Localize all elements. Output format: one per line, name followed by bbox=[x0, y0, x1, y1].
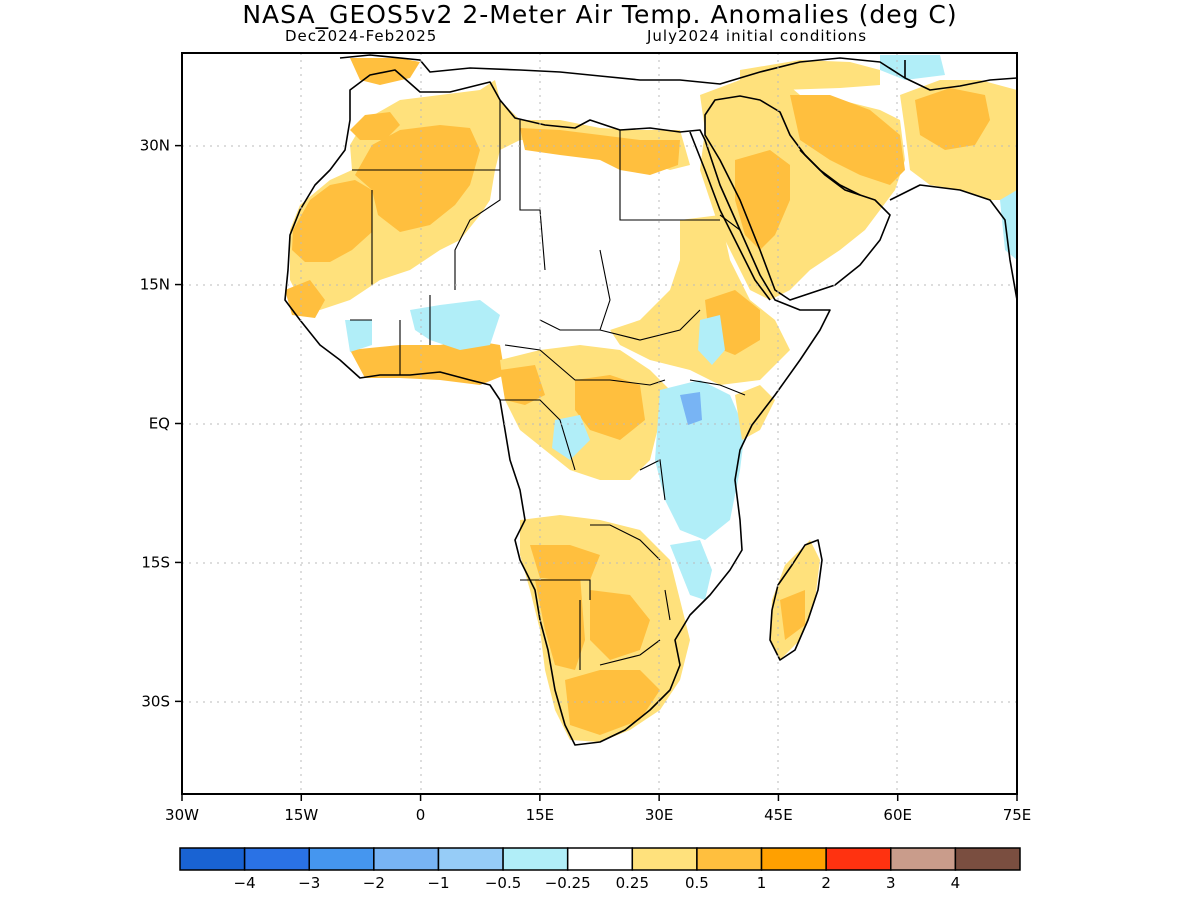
colorbar-swatch bbox=[825, 847, 892, 871]
anomaly-region-cameroon bbox=[500, 365, 545, 405]
anomaly-region-gulf-guinea bbox=[350, 340, 505, 385]
gridlines bbox=[182, 53, 1017, 794]
lon-tick-label: 60E bbox=[883, 806, 912, 824]
lon-tick-label: 75E bbox=[1003, 806, 1032, 824]
colorbar-swatch bbox=[696, 847, 763, 871]
colorbar-label: 4 bbox=[951, 874, 961, 892]
anomaly-shading bbox=[285, 55, 1017, 742]
anomaly-region-algeria bbox=[355, 125, 480, 232]
colorbar-label: −0.25 bbox=[545, 874, 591, 892]
lon-tick-label: 30E bbox=[645, 806, 674, 824]
colorbar-swatch bbox=[243, 847, 310, 871]
anomaly-region-libya bbox=[520, 128, 680, 175]
coastlines bbox=[284, 54, 1017, 746]
anomaly-region-west-cool bbox=[345, 320, 372, 352]
colorbar-label: 0.5 bbox=[685, 874, 709, 892]
lon-tick-label: 15E bbox=[526, 806, 555, 824]
persian-gulf bbox=[799, 149, 861, 196]
red-sea bbox=[689, 131, 771, 301]
lon-tick-label: 45E bbox=[764, 806, 793, 824]
anomaly-region-iran-mid bbox=[790, 95, 905, 185]
latitude-axis: 30N 15N EQ 15S 30S bbox=[140, 137, 182, 710]
colorbar-swatch bbox=[502, 847, 569, 871]
anomaly-region-mozambique-cool bbox=[670, 540, 712, 600]
colorbar-swatch bbox=[566, 847, 634, 871]
lat-tick-label: EQ bbox=[149, 415, 170, 433]
colorbar-swatch bbox=[437, 847, 504, 871]
anomaly-region-mauritania bbox=[292, 180, 372, 262]
lon-tick-label: 30W bbox=[165, 806, 199, 824]
colorbar-swatch bbox=[954, 847, 1021, 871]
anomaly-region-central-asia-core bbox=[915, 88, 990, 150]
anomaly-region-caspian-cool bbox=[880, 55, 945, 80]
europe-coastline bbox=[339, 54, 906, 85]
anomaly-region-congo-core bbox=[575, 375, 645, 440]
anomaly-region-senegal bbox=[285, 280, 325, 318]
colorbar-label: −2 bbox=[363, 874, 385, 892]
colorbar-label: 3 bbox=[886, 874, 896, 892]
anomaly-region-horn-cool bbox=[698, 315, 725, 365]
anomaly-region-namibia bbox=[535, 575, 585, 670]
anomaly-region-arabia-core bbox=[735, 150, 790, 250]
lat-tick-label: 15N bbox=[140, 276, 170, 294]
init-subtitle: July2024 initial conditions bbox=[647, 27, 868, 45]
lon-tick-label: 15W bbox=[284, 806, 318, 824]
anomaly-region-east-africa bbox=[655, 380, 745, 540]
anomaly-region-south-africa bbox=[565, 670, 660, 735]
lat-tick-label: 30S bbox=[141, 692, 170, 710]
asia-coastline bbox=[889, 77, 1017, 301]
anomaly-region-india-cool bbox=[1000, 190, 1017, 260]
anomaly-region-angola bbox=[530, 545, 600, 580]
colorbar-label: −3 bbox=[298, 874, 320, 892]
anomaly-region-botswana bbox=[590, 590, 650, 660]
madagascar-coastline bbox=[769, 539, 823, 661]
colorbar-labels: −4 −3 −2 −1 −0.5 −0.25 0.25 0.5 1 2 3 4 bbox=[234, 874, 961, 892]
colorbar-label: 1 bbox=[757, 874, 767, 892]
anomaly-region-turkey bbox=[740, 60, 880, 90]
country-borders bbox=[350, 100, 746, 670]
period-subtitle: Dec2024-Feb2025 bbox=[285, 27, 438, 45]
anomaly-region-madagascar-core bbox=[780, 590, 805, 640]
colorbar-swatch bbox=[890, 847, 957, 871]
colorbar-swatch bbox=[631, 847, 698, 871]
map-title: NASA_GEOS5v2 2-Meter Air Temp. Anomalies… bbox=[242, 0, 958, 29]
anomaly-region-morocco bbox=[350, 112, 400, 140]
lat-tick-label: 30N bbox=[140, 137, 170, 155]
colorbar-label: −4 bbox=[234, 874, 256, 892]
colorbar-swatch bbox=[179, 847, 246, 871]
anomaly-region-kenya bbox=[735, 385, 775, 440]
longitude-axis: 30W 15W 0 15E 30E 45E 60E 75E bbox=[165, 794, 1031, 824]
colorbar-label: −0.5 bbox=[485, 874, 521, 892]
anomaly-region-east-africa-strong bbox=[680, 392, 702, 425]
colorbar-swatch bbox=[373, 847, 440, 871]
arabia-coastline bbox=[704, 95, 891, 301]
africa-coastline bbox=[284, 69, 831, 746]
lat-tick-label: 15S bbox=[141, 553, 170, 571]
lon-tick-label: 0 bbox=[416, 806, 426, 824]
colorbar-label: −1 bbox=[427, 874, 449, 892]
colorbar-swatch bbox=[308, 847, 375, 871]
colorbar bbox=[179, 847, 1021, 871]
colorbar-label: 0.25 bbox=[616, 874, 649, 892]
anomaly-region-nigeria-light bbox=[410, 300, 500, 350]
colorbar-swatch bbox=[760, 847, 827, 871]
colorbar-label: 2 bbox=[821, 874, 831, 892]
